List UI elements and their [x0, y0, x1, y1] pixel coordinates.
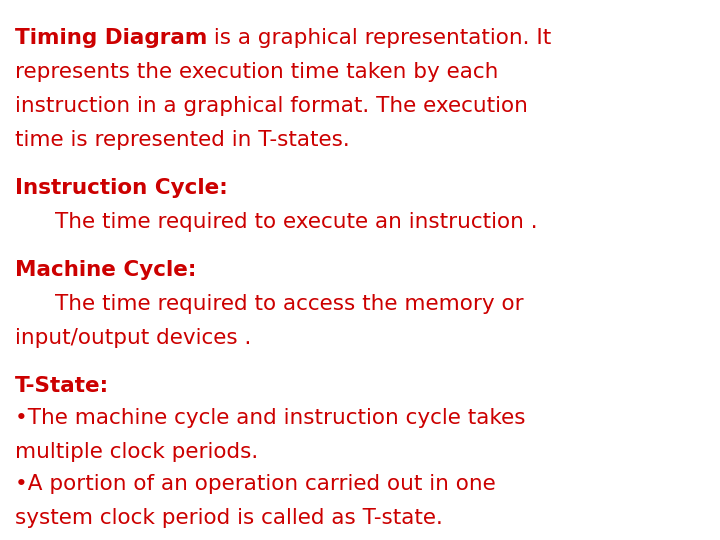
Text: Instruction Cycle:: Instruction Cycle:	[15, 178, 228, 198]
Text: Machine Cycle:: Machine Cycle:	[15, 260, 197, 280]
Text: time is represented in T-states.: time is represented in T-states.	[15, 130, 350, 150]
Text: •The machine cycle and instruction cycle takes: •The machine cycle and instruction cycle…	[15, 408, 526, 428]
Text: Timing Diagram: Timing Diagram	[15, 28, 207, 48]
Text: multiple clock periods.: multiple clock periods.	[15, 442, 258, 462]
Text: The time required to access the memory or: The time required to access the memory o…	[55, 294, 523, 314]
Text: system clock period is called as T-state.: system clock period is called as T-state…	[15, 508, 443, 528]
Text: represents the execution time taken by each: represents the execution time taken by e…	[15, 62, 498, 82]
Text: input/output devices .: input/output devices .	[15, 328, 251, 348]
Text: •A portion of an operation carried out in one: •A portion of an operation carried out i…	[15, 474, 496, 494]
Text: instruction in a graphical format. The execution: instruction in a graphical format. The e…	[15, 96, 528, 116]
Text: T-State:: T-State:	[15, 376, 109, 396]
Text: The time required to execute an instruction .: The time required to execute an instruct…	[55, 212, 538, 232]
Text: is a graphical representation. It: is a graphical representation. It	[207, 28, 552, 48]
